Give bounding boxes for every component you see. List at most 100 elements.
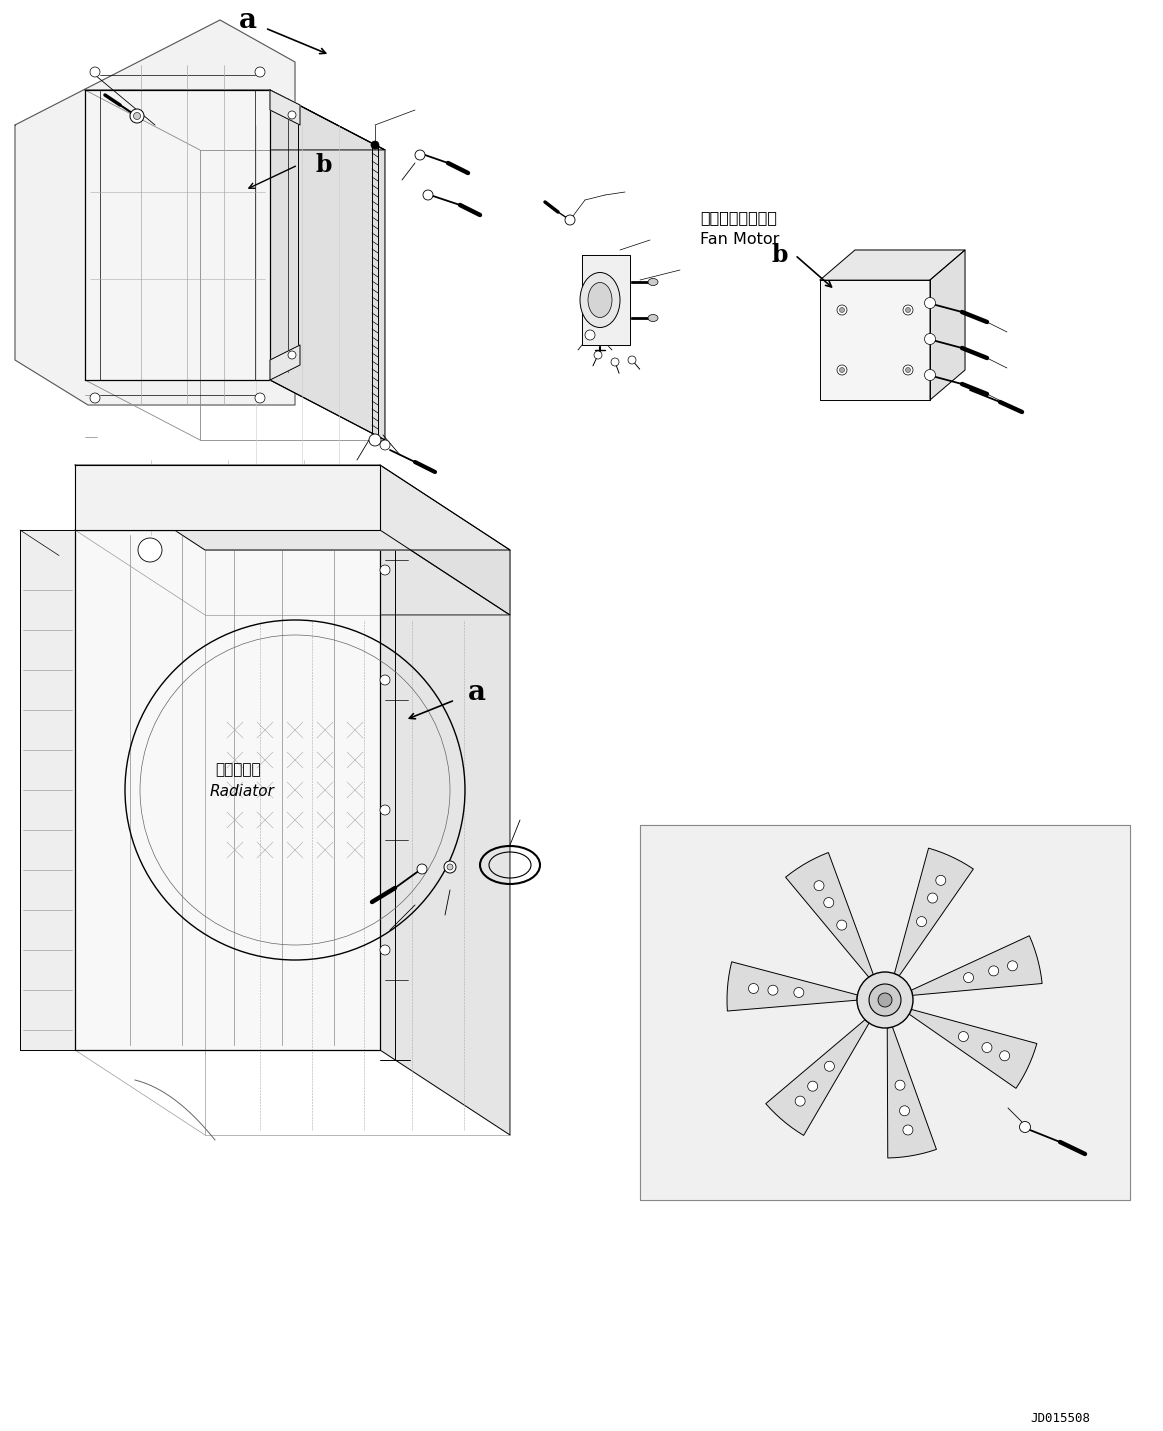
Circle shape: [982, 1043, 992, 1053]
Text: a: a: [468, 680, 486, 707]
Circle shape: [415, 150, 424, 160]
Text: JD015508: JD015508: [1030, 1411, 1090, 1424]
Polygon shape: [930, 250, 965, 401]
Circle shape: [857, 972, 913, 1027]
Circle shape: [1020, 1122, 1030, 1132]
Circle shape: [936, 876, 946, 886]
Circle shape: [902, 365, 913, 375]
Polygon shape: [765, 1020, 869, 1135]
Circle shape: [906, 368, 911, 372]
Ellipse shape: [588, 282, 612, 318]
Ellipse shape: [648, 279, 658, 286]
Polygon shape: [380, 529, 511, 1135]
Circle shape: [925, 369, 935, 381]
Circle shape: [902, 1125, 913, 1135]
Circle shape: [255, 394, 265, 404]
Circle shape: [896, 1080, 905, 1090]
Circle shape: [840, 308, 844, 312]
Polygon shape: [74, 529, 511, 615]
Circle shape: [749, 983, 758, 993]
Circle shape: [380, 439, 390, 449]
Polygon shape: [20, 529, 74, 1050]
Polygon shape: [640, 826, 1130, 1201]
Circle shape: [371, 142, 379, 149]
Circle shape: [1000, 1050, 1009, 1060]
Circle shape: [794, 987, 804, 997]
Circle shape: [594, 351, 602, 359]
Circle shape: [90, 67, 100, 77]
Polygon shape: [74, 529, 380, 1050]
Circle shape: [380, 565, 390, 575]
Text: a: a: [240, 7, 257, 33]
Circle shape: [825, 1062, 834, 1072]
Polygon shape: [270, 345, 300, 381]
Ellipse shape: [580, 272, 620, 328]
Polygon shape: [820, 280, 930, 401]
Circle shape: [795, 1096, 805, 1106]
Polygon shape: [74, 465, 380, 529]
Polygon shape: [785, 853, 873, 977]
Text: b: b: [772, 243, 789, 268]
Polygon shape: [15, 20, 295, 405]
Polygon shape: [887, 1027, 936, 1158]
Circle shape: [899, 1106, 909, 1116]
Circle shape: [628, 356, 636, 363]
Circle shape: [925, 333, 935, 345]
Circle shape: [1007, 960, 1018, 970]
Circle shape: [611, 358, 619, 366]
Circle shape: [928, 893, 937, 903]
Circle shape: [447, 864, 454, 870]
Circle shape: [288, 351, 297, 359]
Circle shape: [964, 973, 973, 983]
Circle shape: [138, 538, 162, 562]
Polygon shape: [582, 255, 630, 345]
Circle shape: [255, 67, 265, 77]
Text: Radiator: Radiator: [211, 784, 274, 800]
Text: インファンモータ: インファンモータ: [700, 210, 777, 226]
Circle shape: [90, 394, 100, 404]
Circle shape: [807, 1082, 818, 1092]
Circle shape: [837, 365, 847, 375]
Circle shape: [565, 215, 575, 225]
Polygon shape: [270, 90, 300, 124]
Circle shape: [878, 993, 892, 1007]
Circle shape: [989, 966, 999, 976]
Circle shape: [130, 109, 144, 123]
Circle shape: [836, 920, 847, 930]
Polygon shape: [909, 1009, 1037, 1089]
Circle shape: [916, 917, 927, 927]
Circle shape: [134, 113, 141, 120]
Polygon shape: [85, 90, 385, 150]
Circle shape: [369, 434, 381, 446]
Polygon shape: [894, 849, 973, 976]
Text: b: b: [315, 153, 331, 177]
Ellipse shape: [648, 315, 658, 322]
Circle shape: [380, 944, 390, 954]
Circle shape: [902, 305, 913, 315]
Polygon shape: [270, 90, 385, 439]
Circle shape: [418, 864, 427, 874]
Circle shape: [423, 190, 433, 200]
Polygon shape: [727, 962, 857, 1012]
Polygon shape: [380, 465, 511, 615]
Circle shape: [958, 1032, 969, 1042]
Polygon shape: [85, 90, 270, 381]
Circle shape: [837, 305, 847, 315]
Circle shape: [814, 880, 825, 890]
Polygon shape: [820, 250, 965, 280]
Circle shape: [925, 298, 935, 309]
Polygon shape: [74, 465, 511, 550]
Circle shape: [288, 112, 297, 119]
Circle shape: [585, 331, 595, 341]
Circle shape: [380, 806, 390, 816]
Circle shape: [823, 897, 834, 907]
Circle shape: [840, 368, 844, 372]
Text: ラジエータ: ラジエータ: [215, 763, 261, 777]
Circle shape: [444, 861, 456, 873]
Circle shape: [380, 675, 390, 685]
Text: Fan Motor: Fan Motor: [700, 232, 779, 248]
Circle shape: [768, 985, 778, 995]
Circle shape: [906, 308, 911, 312]
Polygon shape: [912, 936, 1042, 996]
Circle shape: [869, 985, 901, 1016]
